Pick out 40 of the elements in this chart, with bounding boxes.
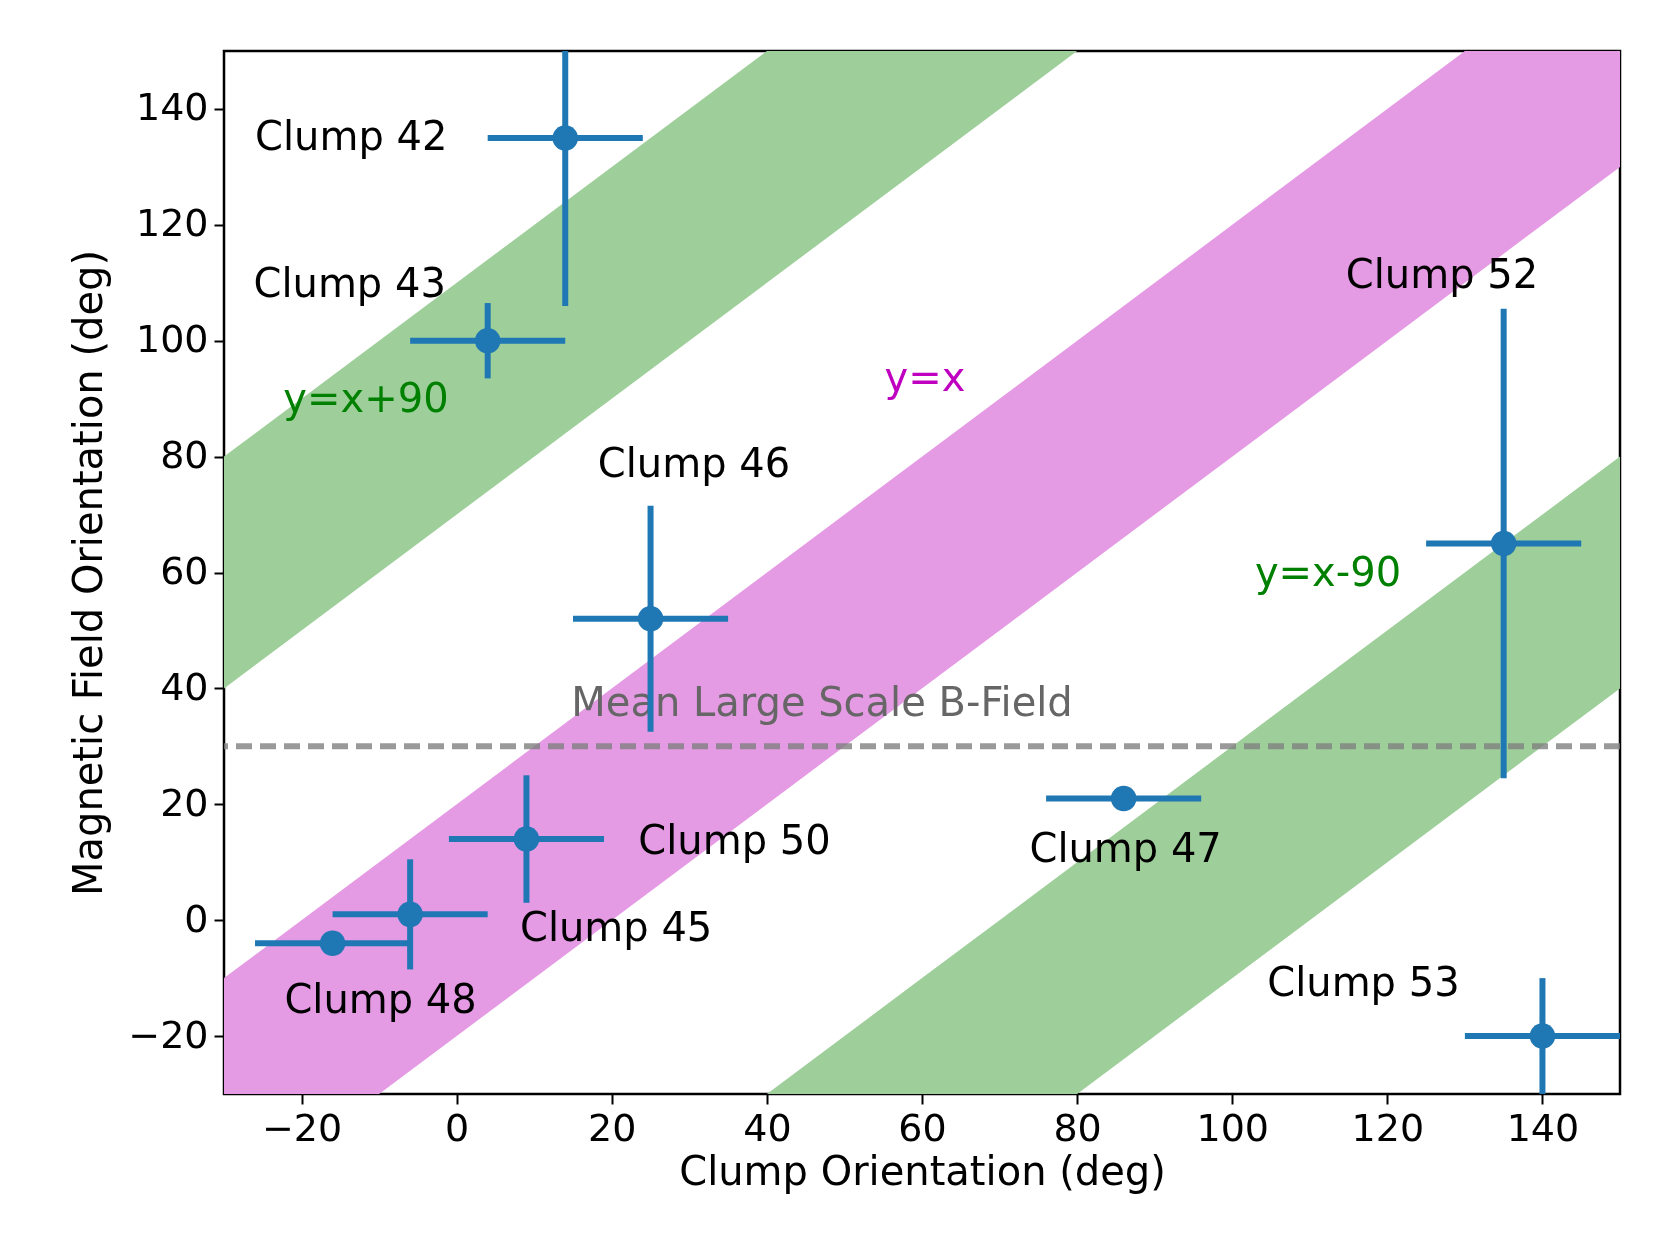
x-tick-label: 20: [588, 1105, 637, 1150]
y-tick-label: 100: [135, 317, 209, 362]
point: [397, 901, 423, 928]
point: [513, 826, 540, 852]
y-tick-label: 140: [135, 85, 209, 130]
annotation: Clump 42: [255, 112, 448, 159]
y-tick-label: 120: [135, 201, 209, 246]
x-tick-label: −20: [261, 1105, 343, 1150]
annotation: Clump 47: [1029, 825, 1222, 872]
x-tick-label: 140: [1506, 1105, 1580, 1150]
x-tick-label: 40: [743, 1105, 792, 1150]
annotation: Clump 53: [1267, 959, 1460, 1006]
annotation: Clump 50: [638, 817, 831, 864]
annotation: Clump 52: [1345, 251, 1539, 297]
x-tick-label: 120: [1351, 1105, 1425, 1150]
point: [1529, 1023, 1556, 1049]
point: [1110, 785, 1137, 812]
annotation: Clump 43: [253, 259, 446, 306]
x-tick-label: 80: [1053, 1105, 1102, 1150]
annotation: y=x-90: [1254, 549, 1402, 595]
y-tick-label: 80: [160, 433, 209, 478]
point: [474, 328, 501, 354]
y-tick-label: 40: [160, 664, 209, 709]
point: [1490, 530, 1517, 557]
x-tick-label: 100: [1196, 1105, 1269, 1150]
annotation: y=x: [884, 354, 966, 400]
y-tick-label: 0: [184, 896, 209, 941]
point: [637, 606, 664, 632]
x-tick-label: 60: [898, 1105, 947, 1150]
y-axis-title: Magnetic Field Orientation (deg): [65, 249, 112, 897]
annotation: Clump 48: [284, 976, 477, 1023]
annotation: Clump 46: [597, 440, 791, 486]
y-tick-label: 60: [160, 549, 209, 593]
x-tick-label: 0: [445, 1105, 470, 1150]
y-tick-label: 20: [160, 780, 209, 825]
point: [552, 125, 578, 151]
x-axis-title: Clump Orientation (deg): [679, 1147, 1166, 1194]
y-tick-label: −20: [128, 1012, 209, 1057]
point: [319, 930, 346, 957]
annotation: Clump 45: [519, 904, 713, 951]
